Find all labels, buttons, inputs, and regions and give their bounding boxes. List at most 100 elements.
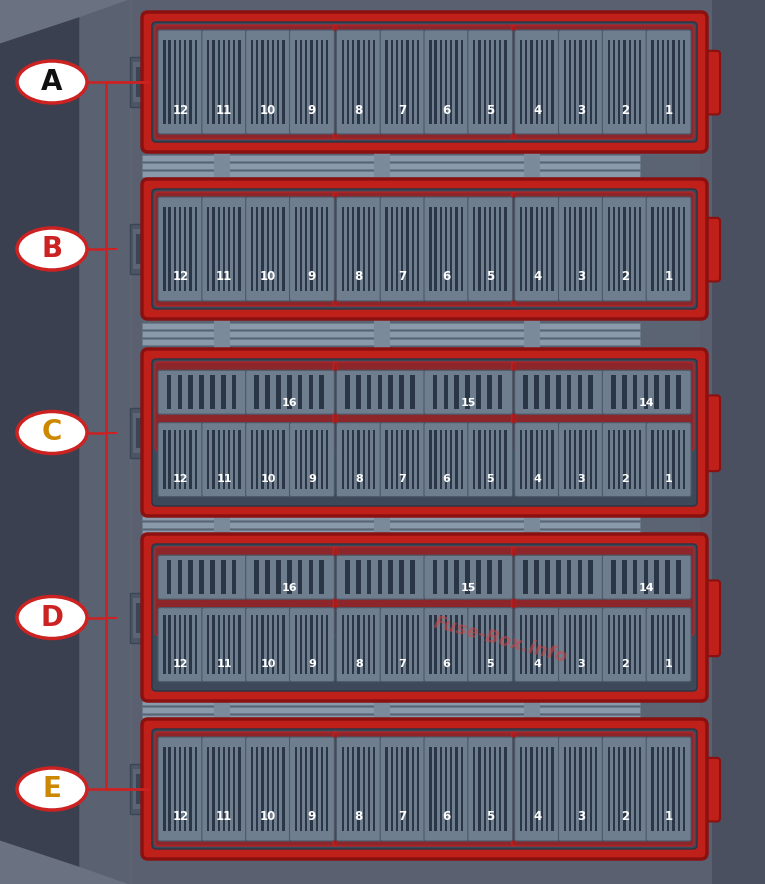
Bar [546,747,549,831]
FancyBboxPatch shape [337,30,381,134]
Bar [368,431,370,489]
Bar [347,747,349,831]
Bar [494,207,496,291]
Bar [455,615,457,674]
Bar [584,207,587,291]
Bar [177,376,182,409]
Bar [356,560,360,594]
Text: 2: 2 [621,475,629,484]
Bar [450,747,452,831]
Bar [584,40,587,124]
Bar [251,747,253,831]
Bar [265,560,270,594]
Bar [410,376,415,409]
Bar [445,207,448,291]
Bar [352,747,354,831]
Bar [300,40,302,124]
Bar [595,615,597,674]
Bar [184,615,187,674]
Bar [163,40,165,124]
Bar [417,431,419,489]
Polygon shape [0,18,80,866]
Bar [321,40,323,124]
FancyBboxPatch shape [558,607,604,682]
Bar [461,40,463,124]
Bar [368,40,370,124]
Bar [130,592,158,643]
Bar [214,686,230,734]
Bar [678,747,680,831]
Bar [483,615,486,674]
Bar [282,747,285,831]
Bar [262,615,264,674]
Bar [662,615,664,674]
Bar [311,431,313,489]
Bar [345,376,350,409]
Bar [575,431,577,489]
Bar [272,431,274,489]
FancyBboxPatch shape [246,607,291,682]
Bar [584,615,587,674]
Text: 16: 16 [282,399,298,408]
Bar [525,747,527,831]
Bar [622,560,627,594]
Bar [473,40,475,124]
Bar [391,40,393,124]
Bar [656,615,659,674]
Text: 1: 1 [665,811,672,824]
Text: 15: 15 [461,399,476,408]
Bar [667,615,669,674]
Bar [406,747,409,831]
Bar [239,40,241,124]
Bar [611,560,616,594]
Bar [277,40,279,124]
Bar [316,40,318,124]
Bar [429,747,431,831]
Bar [478,207,480,291]
Text: 5: 5 [486,103,494,117]
Text: 4: 4 [533,475,541,484]
FancyBboxPatch shape [646,607,691,682]
Bar [504,431,506,489]
Bar [412,431,414,489]
Text: 8: 8 [355,659,363,669]
Bar [489,207,491,291]
Bar [142,699,640,705]
Bar [251,207,253,291]
Bar [188,560,193,594]
Text: 11: 11 [216,811,233,824]
FancyBboxPatch shape [202,737,246,841]
FancyBboxPatch shape [337,607,381,682]
Bar [305,207,308,291]
Bar [295,40,297,124]
Bar [613,207,615,291]
Bar [613,431,615,489]
Bar [590,747,592,831]
Ellipse shape [17,228,87,270]
Bar [265,376,270,409]
FancyBboxPatch shape [246,30,291,134]
Bar [700,0,765,884]
Bar [536,40,538,124]
Bar [214,310,230,358]
Bar [525,431,527,489]
FancyBboxPatch shape [337,370,425,415]
FancyBboxPatch shape [515,737,559,841]
Text: 2: 2 [620,271,629,284]
Bar [445,747,448,831]
Bar [541,747,543,831]
Text: 10: 10 [260,475,275,484]
Bar [450,207,452,291]
FancyBboxPatch shape [202,423,246,497]
Bar [366,376,372,409]
Bar [662,207,664,291]
Bar [523,376,528,409]
Bar [373,615,375,674]
Bar [435,40,437,124]
Bar [174,207,176,291]
Bar [652,40,653,124]
FancyBboxPatch shape [512,192,694,306]
Bar [579,40,581,124]
Bar [363,431,365,489]
FancyBboxPatch shape [158,197,203,301]
